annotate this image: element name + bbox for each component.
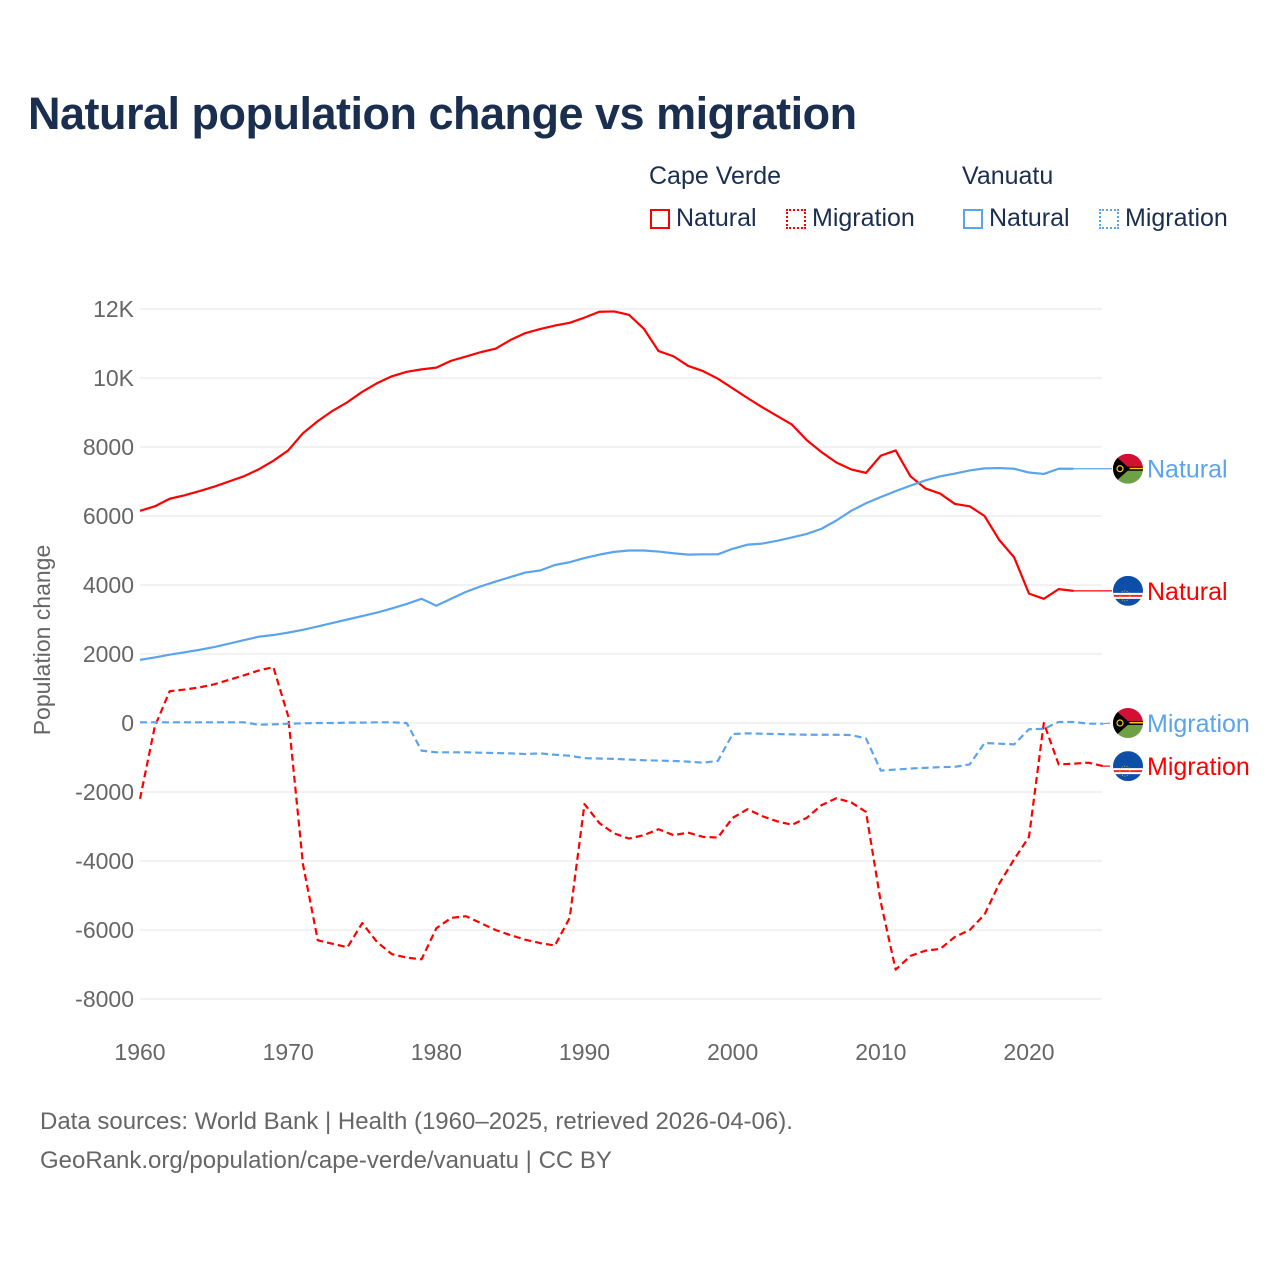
- x-tick-label: 2010: [855, 1039, 906, 1065]
- y-tick-label: 10K: [93, 365, 135, 391]
- cape-verde-flag-icon: [1113, 575, 1143, 606]
- source-url[interactable]: GeoRank.org/population/cape-verde/vanuat…: [40, 1147, 612, 1174]
- x-tick-label: 2000: [707, 1039, 758, 1065]
- vanuatu-flag-icon: [1113, 453, 1143, 484]
- vanuatu-flag-icon: [1113, 708, 1143, 738]
- y-tick-label: -4000: [75, 848, 134, 874]
- y-tick-label: 4000: [83, 572, 134, 598]
- dotted-swatch-icon: [1099, 208, 1119, 229]
- x-tick-label: 1990: [559, 1039, 610, 1065]
- legend-group-cape-verde: Cape Verde: [649, 162, 782, 190]
- series-end-label: Migration: [1147, 710, 1250, 738]
- y-tick-label: 2000: [83, 641, 134, 667]
- series-end-label: Migration: [1147, 753, 1250, 781]
- y-tick-label: -8000: [75, 986, 134, 1012]
- x-tick-label: 1980: [411, 1039, 462, 1065]
- legend-label: Natural: [676, 204, 757, 232]
- series-end-label: Natural: [1147, 456, 1228, 484]
- legend-vanuatu-migration[interactable]: Migration: [1099, 204, 1228, 233]
- solid-swatch-icon: [963, 208, 983, 229]
- x-tick-label: 1970: [263, 1039, 314, 1065]
- legend-cape-verde-migration[interactable]: Migration: [786, 204, 915, 233]
- source-line: Data sources: World Bank | Health (1960–…: [40, 1108, 793, 1135]
- series-line-vanuatu-natural: [139, 466, 1074, 661]
- x-tick-label: 2020: [1003, 1039, 1054, 1065]
- legend-label: Migration: [1125, 204, 1228, 232]
- legend-label: Natural: [989, 204, 1070, 232]
- y-tick-label: -6000: [75, 917, 134, 943]
- label-connector: [1103, 722, 1113, 725]
- legend-group-vanuatu: Vanuatu: [962, 162, 1054, 190]
- y-tick-label: -2000: [75, 779, 134, 805]
- solid-swatch-icon: [650, 208, 670, 229]
- x-tick-label: 1960: [114, 1039, 165, 1065]
- series-line-cape-verde-migration: [138, 666, 1104, 971]
- y-tick-label: 8000: [83, 434, 134, 460]
- legend-cape-verde-natural[interactable]: Natural: [650, 204, 757, 233]
- cape-verde-flag-icon: [1113, 751, 1143, 782]
- series-line-vanuatu-migration: [140, 720, 1104, 772]
- y-axis-label: Population change: [29, 545, 55, 736]
- y-tick-label: 6000: [83, 503, 134, 529]
- dotted-swatch-icon: [786, 208, 806, 229]
- series-line-cape-verde-natural: [139, 310, 1074, 600]
- y-tick-label: 12K: [93, 296, 135, 322]
- chart-title: Natural population change vs migration: [28, 88, 857, 139]
- legend-label: Migration: [812, 204, 915, 232]
- y-tick-label: 0: [121, 710, 134, 736]
- series-end-label: Natural: [1147, 578, 1228, 606]
- legend-vanuatu-natural[interactable]: Natural: [963, 204, 1070, 233]
